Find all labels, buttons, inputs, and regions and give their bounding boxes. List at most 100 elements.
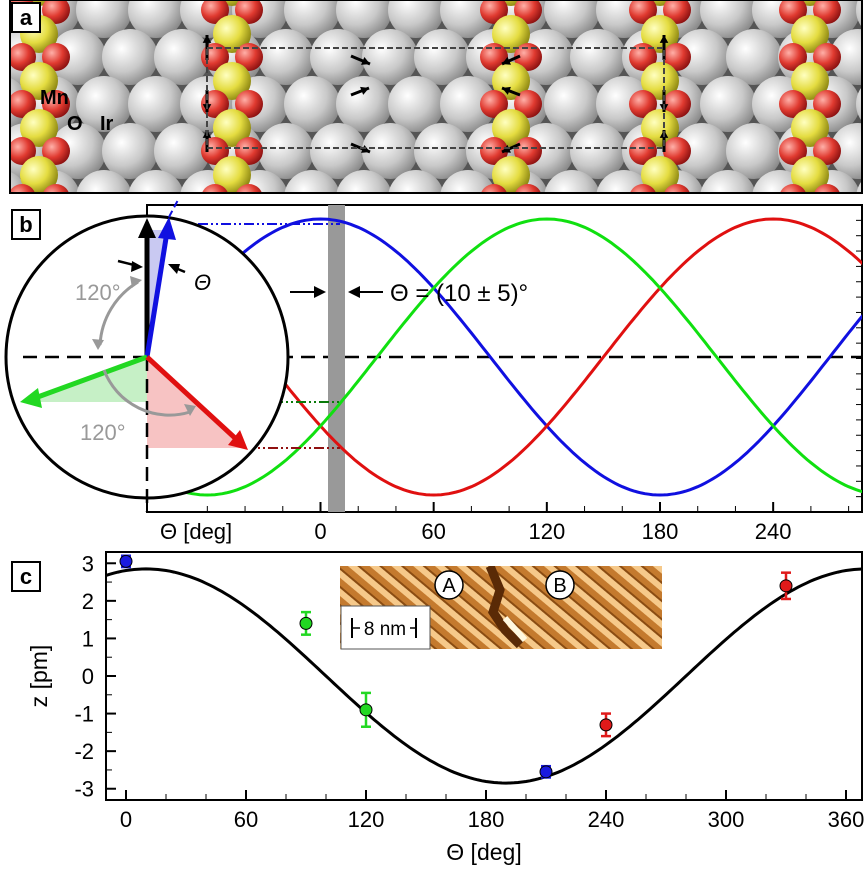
o-atom bbox=[629, 90, 657, 118]
annotation-arrow-left-head bbox=[314, 286, 326, 298]
panel-b: Θ 120° 120° Θ = (10 ± 5)° b 0 60 120 180 240… bbox=[4, 199, 863, 544]
y-tick-label: -2 bbox=[74, 739, 94, 764]
theta-highlight-band bbox=[328, 205, 345, 512]
step-edge bbox=[502, 615, 528, 643]
mn-atom bbox=[492, 156, 530, 193]
mn-atom bbox=[641, 15, 679, 53]
o-atom bbox=[10, 43, 36, 71]
spin-arrow-head bbox=[502, 56, 511, 65]
y-tick-label: 0 bbox=[82, 664, 94, 689]
o-atom bbox=[514, 137, 542, 165]
ir-atom bbox=[700, 0, 756, 38]
panel-c-xlabel: Θ [deg] bbox=[446, 839, 521, 865]
ir-atom bbox=[388, 170, 444, 193]
mn-atom bbox=[213, 62, 251, 100]
blue-vector bbox=[144, 231, 170, 358]
angle-arc-top bbox=[98, 280, 139, 346]
mn-atom bbox=[641, 62, 679, 100]
ir-atom bbox=[830, 123, 862, 179]
y-tick-label: -3 bbox=[74, 777, 94, 802]
panel-b-letter: b bbox=[19, 212, 32, 237]
data-point bbox=[539, 765, 553, 779]
red-vector-head bbox=[228, 430, 248, 450]
domain-a-marker bbox=[434, 570, 464, 600]
x-tick-label: 0 bbox=[120, 807, 132, 832]
domain-b-marker bbox=[545, 570, 575, 600]
ir-atom bbox=[544, 76, 600, 132]
o-atom bbox=[10, 137, 36, 165]
mn-atom bbox=[492, 15, 530, 53]
ir-atom bbox=[856, 180, 862, 193]
o-atom bbox=[201, 184, 229, 193]
ir-atom bbox=[50, 29, 106, 85]
ir-atom bbox=[674, 123, 730, 179]
mn-atom bbox=[213, 109, 251, 147]
panel-b-xlabel: Θ [deg] bbox=[160, 519, 232, 544]
ir-atom bbox=[310, 29, 366, 85]
mn-atom bbox=[641, 109, 679, 147]
annotation-arrow-right-head bbox=[348, 286, 360, 298]
mn-atom bbox=[791, 15, 829, 53]
ir-atom bbox=[154, 123, 210, 179]
o-atom bbox=[514, 90, 542, 118]
o-atom bbox=[480, 184, 508, 193]
data-points bbox=[119, 554, 793, 779]
o-atom bbox=[813, 43, 841, 71]
spin-arrow-head bbox=[202, 35, 212, 43]
label-o: O bbox=[67, 113, 83, 135]
o-atom bbox=[235, 43, 263, 71]
series-line bbox=[149, 217, 862, 497]
ir-atom bbox=[258, 123, 314, 179]
o-atom bbox=[779, 43, 807, 71]
label-mn: Mn bbox=[40, 87, 69, 109]
stm-inset: A B 8 nm bbox=[340, 566, 662, 650]
y-tick-label: -1 bbox=[74, 702, 94, 727]
mn-atom bbox=[641, 203, 679, 241]
mn-atom bbox=[213, 15, 251, 53]
angle-label-top: 120° bbox=[75, 280, 121, 305]
ir-atom bbox=[440, 170, 496, 193]
y-tick-label: 3 bbox=[82, 551, 94, 576]
blue-vector-extension bbox=[168, 199, 179, 218]
ir-atom bbox=[674, 29, 730, 85]
unit-cell-outline bbox=[206, 47, 665, 149]
ir-atom bbox=[76, 76, 132, 132]
x-tick-label: 240 bbox=[588, 807, 625, 832]
angle-label-bottom: 120° bbox=[80, 420, 126, 445]
ir-atom bbox=[570, 29, 626, 85]
o-atom bbox=[42, 90, 70, 118]
o-atom bbox=[480, 43, 508, 71]
ir-atom bbox=[128, 76, 184, 132]
panel-b-ticks bbox=[206, 204, 862, 513]
x-tick-label: 120 bbox=[528, 519, 565, 544]
ir-atom bbox=[336, 76, 392, 132]
fit-curve bbox=[105, 567, 863, 785]
ir-atom bbox=[518, 123, 574, 179]
x-tick-label: 180 bbox=[642, 519, 679, 544]
y-tick-label: 1 bbox=[82, 626, 94, 651]
o-atom bbox=[480, 90, 508, 118]
mn-atom bbox=[641, 156, 679, 193]
panel-c-ylabel: z [pm] bbox=[26, 645, 52, 708]
x-tick-label: 240 bbox=[755, 519, 792, 544]
o-atom bbox=[663, 137, 691, 165]
panel-c-letter: c bbox=[20, 564, 32, 589]
angle-arc-bottom-head bbox=[184, 404, 196, 416]
ir-atom bbox=[128, 0, 184, 38]
o-atom bbox=[235, 90, 263, 118]
panel-c: A B 8 nm c 0 60 120 180 240 300 360-3-2-10123 … bbox=[11, 551, 864, 865]
series-line bbox=[150, 217, 862, 497]
x-tick-label: 60 bbox=[234, 807, 258, 832]
ir-atom bbox=[284, 170, 340, 193]
x-tick-label: 120 bbox=[348, 807, 385, 832]
o-atom bbox=[779, 184, 807, 193]
ir-atom bbox=[154, 29, 210, 85]
o-atom bbox=[813, 137, 841, 165]
theta-annotation: Θ = (10 ± 5)° bbox=[390, 280, 528, 307]
panel-a: a Mn O Ir bbox=[9, 0, 863, 241]
o-atom bbox=[42, 184, 70, 193]
mn-atom bbox=[20, 62, 58, 100]
ir-atom bbox=[440, 76, 496, 132]
panel-c-ticks bbox=[106, 562, 847, 800]
